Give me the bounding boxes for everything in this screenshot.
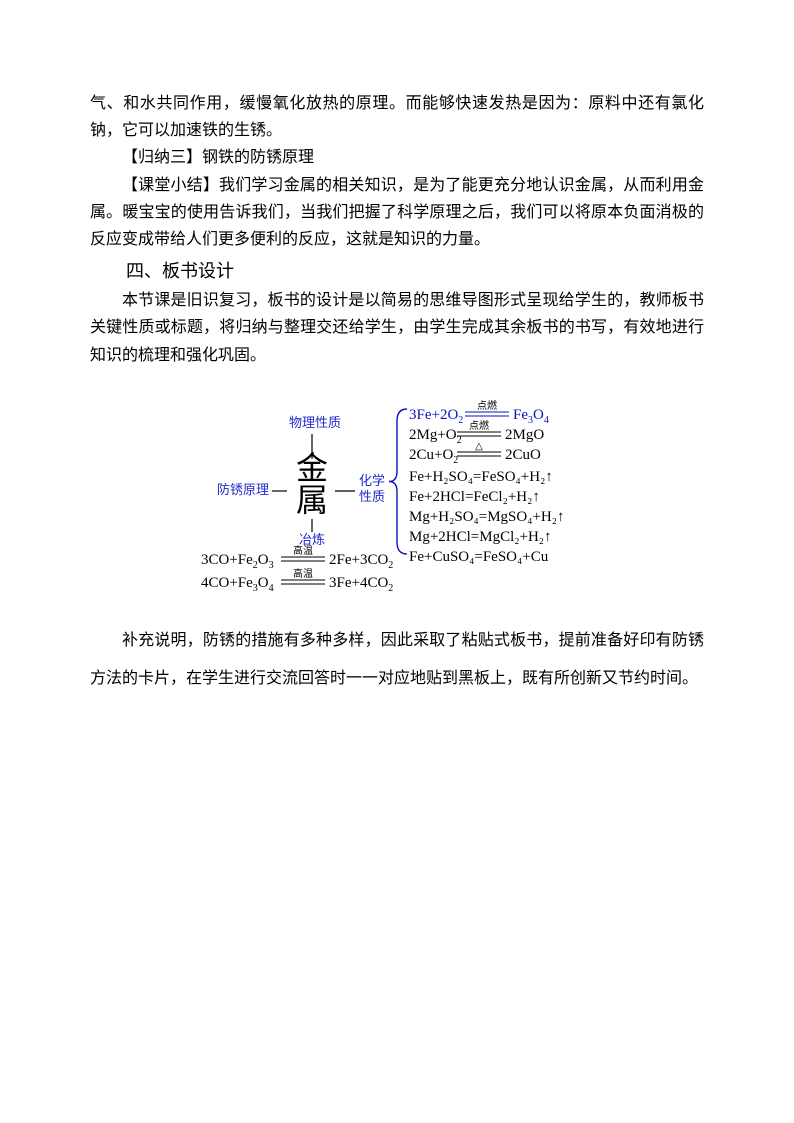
paragraph-4: 本节课是旧识复习，板书的设计是以简易的思维导图形式呈现给学生的，教师板书关键性质… — [90, 287, 704, 369]
svg-text:Fe3O4: Fe3O4 — [513, 407, 549, 426]
svg-text:2Fe+3CO2: 2Fe+3CO2 — [329, 552, 393, 571]
paragraph-2: 【归纳三】钢铁的防锈原理 — [90, 144, 704, 171]
svg-text:3CO+Fe2O3: 3CO+Fe2O3 — [201, 552, 274, 571]
svg-text:3Fe+4CO2: 3Fe+4CO2 — [329, 575, 393, 594]
svg-text:物理性质: 物理性质 — [289, 415, 341, 430]
svg-text:2MgO: 2MgO — [505, 427, 544, 443]
svg-text:点燃: 点燃 — [469, 419, 489, 432]
svg-text:2CuO: 2CuO — [505, 447, 541, 463]
svg-text:3Fe+2O2: 3Fe+2O2 — [409, 407, 463, 426]
svg-text:Fe+2HCl=FeCl₂+H₂↑: Fe+2HCl=FeCl₂+H₂↑ — [409, 489, 540, 505]
svg-text:高温: 高温 — [293, 544, 313, 557]
svg-text:高温: 高温 — [293, 567, 313, 580]
svg-text:Mg+H₂SO₄=MgSO₄+H₂↑: Mg+H₂SO₄=MgSO₄+H₂↑ — [409, 509, 565, 525]
section-4-title: 四、板书设计 — [90, 257, 704, 283]
page-root: 气、和水共同作用，缓慢氧化放热的原理。而能够快速发热是因为：原料中还有氯化钠，它… — [0, 0, 794, 788]
svg-text:2Cu+O2: 2Cu+O2 — [409, 447, 458, 466]
mindmap-diagram: 金属物理性质防锈原理化学性质冶炼3Fe+2O2点燃Fe3O42Mg+O2点燃2M… — [90, 379, 704, 604]
svg-text:点燃: 点燃 — [477, 399, 497, 412]
paragraph-5: 补充说明，防锈的措施有多种多样，因此采取了粘贴式板书，提前准备好印有防锈方法的卡… — [90, 622, 704, 699]
paragraph-3: 【课堂小结】我们学习金属的相关知识，是为了能更充分地认识金属，从而利用金属。暖宝… — [90, 172, 704, 254]
svg-text:属: 属 — [296, 482, 328, 518]
svg-text:冶炼: 冶炼 — [299, 532, 325, 547]
svg-text:Fe+CuSO₄=FeSO₄+Cu: Fe+CuSO₄=FeSO₄+Cu — [409, 549, 549, 565]
svg-text:4CO+Fe3O4: 4CO+Fe3O4 — [201, 575, 274, 594]
paragraph-1: 气、和水共同作用，缓慢氧化放热的原理。而能够快速发热是因为：原料中还有氯化钠，它… — [90, 90, 704, 144]
svg-text:性质: 性质 — [359, 489, 385, 504]
svg-text:Fe+H₂SO₄=FeSO₄+H₂↑: Fe+H₂SO₄=FeSO₄+H₂↑ — [409, 469, 553, 485]
svg-text:△: △ — [475, 441, 483, 452]
svg-text:防锈原理: 防锈原理 — [217, 482, 269, 497]
svg-text:化学: 化学 — [359, 473, 385, 488]
svg-text:2Mg+O2: 2Mg+O2 — [409, 427, 462, 446]
svg-text:Mg+2HCl=MgCl₂+H₂↑: Mg+2HCl=MgCl₂+H₂↑ — [409, 529, 552, 545]
